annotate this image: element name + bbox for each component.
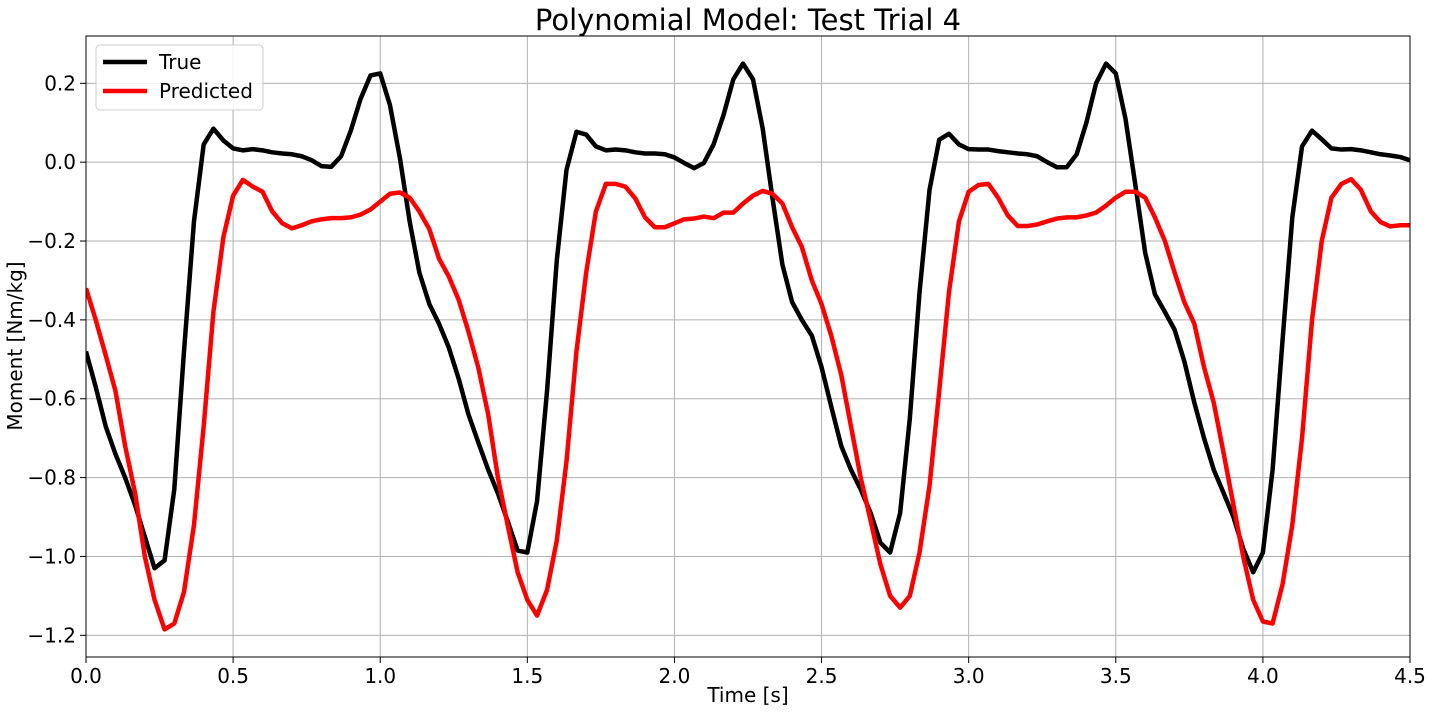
y-axis-ticks: 0.2 0.0 −0.2 −0.4 −0.6 −0.8 −1.0 −1.2 bbox=[27, 71, 86, 647]
x-tick-label: 0.5 bbox=[217, 664, 249, 688]
x-tick-label: 3.5 bbox=[1100, 664, 1132, 688]
y-tick-label: −0.8 bbox=[27, 466, 76, 490]
x-tick-label: 2.5 bbox=[806, 664, 838, 688]
x-tick-label: 1.5 bbox=[511, 664, 543, 688]
y-axis-title: Moment [Nm/kg] bbox=[3, 261, 27, 430]
x-axis-title: Time [s] bbox=[706, 683, 788, 707]
y-tick-label: 0.0 bbox=[44, 150, 76, 174]
plot-area-frame bbox=[85, 35, 1411, 658]
x-tick-label: 2.0 bbox=[659, 664, 691, 688]
series-layer bbox=[86, 61, 1410, 632]
y-tick-label: 0.2 bbox=[44, 71, 76, 95]
x-tick-label: 0.0 bbox=[70, 664, 102, 688]
x-tick-label: 3.0 bbox=[953, 664, 985, 688]
y-tick-label: −1.0 bbox=[27, 544, 76, 568]
legend: True Predicted bbox=[95, 44, 264, 111]
y-tick-label: −0.6 bbox=[27, 387, 76, 411]
series-line-true bbox=[86, 61, 1410, 575]
x-tick-label: 4.5 bbox=[1394, 664, 1426, 688]
y-tick-label: −0.4 bbox=[27, 308, 76, 332]
y-tick-label: −0.2 bbox=[27, 229, 76, 253]
chart-title: Polynomial Model: Test Trial 4 bbox=[535, 3, 961, 37]
y-tick-label: −1.2 bbox=[27, 623, 76, 647]
x-axis-ticks: 0.0 0.5 1.0 1.5 2.0 2.5 3.0 3.5 4.0 4.5 bbox=[70, 657, 1426, 688]
legend-label-true: True bbox=[158, 50, 201, 74]
x-tick-label: 4.0 bbox=[1247, 664, 1279, 688]
legend-label-predicted: Predicted bbox=[159, 79, 253, 103]
series-line-predicted bbox=[86, 176, 1410, 632]
x-tick-label: 1.0 bbox=[364, 664, 396, 688]
grid-lines bbox=[85, 36, 1411, 657]
